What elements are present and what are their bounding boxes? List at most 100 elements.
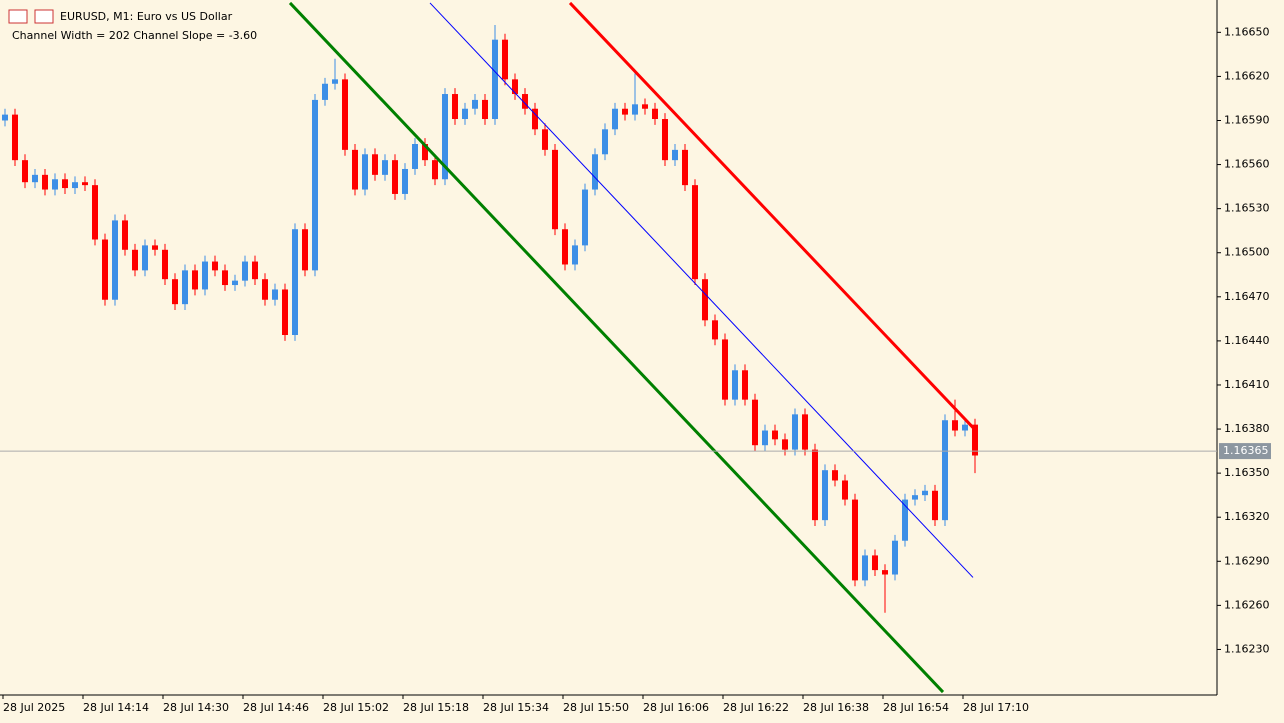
candle-body [392,160,398,194]
candle-body [802,414,808,450]
candle-body [252,261,258,280]
candle-body [672,149,678,161]
candle-body [512,79,518,95]
candle-body [432,160,438,180]
candle-body [622,108,628,115]
candle-body [712,320,718,340]
y-tick-label: 1.16320 [1224,510,1270,523]
current-price-label: 1.16365 [1223,444,1269,457]
candle-body [972,424,978,456]
y-tick-label: 1.16260 [1224,598,1270,611]
candle-body [592,154,598,190]
candle-body [792,414,798,450]
x-tick-label: 28 Jul 15:50 [563,701,629,714]
candle-body [212,261,218,271]
candle-body [262,279,268,300]
candle-body [412,143,418,169]
y-tick-label: 1.16470 [1224,290,1270,303]
channel-line [429,2,974,578]
x-tick-label: 28 Jul 14:30 [163,701,229,714]
candle-body [42,174,48,190]
candle-body [702,279,708,321]
candle-body [82,182,88,186]
candle-body [342,79,348,150]
candle-body [482,99,488,120]
candle-body [402,168,408,194]
candle-body [862,555,868,581]
candle-body [242,261,248,281]
candle-body [102,239,108,300]
candle-body [772,430,778,440]
candle-body [762,430,768,446]
candle-body [272,289,278,300]
candle-body [462,108,468,120]
candle-body [642,104,648,109]
current-price-box [1219,443,1271,460]
candle-body [632,104,638,115]
x-tick-label: 28 Jul 15:34 [483,701,549,714]
y-tick-label: 1.16230 [1224,642,1270,655]
y-tick-label: 1.16620 [1224,69,1270,82]
x-tick-label: 28 Jul 16:38 [803,701,869,714]
candle-body [62,179,68,189]
candle-body [452,94,458,120]
candle-body [532,108,538,130]
candle-body [562,229,568,265]
candle-body [572,245,578,265]
candle-body [832,470,838,481]
x-tick-label: 28 Jul 16:22 [723,701,789,714]
y-tick-label: 1.16590 [1224,113,1270,126]
candle-body [742,370,748,400]
y-tick-label: 1.16650 [1224,25,1270,38]
candle-body [202,261,208,290]
candle-body [302,229,308,271]
candle-body [232,280,238,286]
icon [8,9,28,24]
x-tick-label: 28 Jul 14:14 [83,701,149,714]
candle-body [422,143,428,161]
y-tick-label: 1.16410 [1224,378,1270,391]
candle-body [922,490,928,496]
y-tick-label: 1.16500 [1224,246,1270,259]
y-tick-label: 1.16560 [1224,158,1270,171]
candle-body [682,149,688,186]
candle-body [362,154,368,190]
channel-line [568,1,975,429]
candle-body [842,480,848,500]
candle-body [162,249,168,280]
candle-body [12,114,18,161]
candle-body [752,399,758,446]
candle-body [472,99,478,109]
x-tick-label: 28 Jul 16:06 [643,701,709,714]
candle-body [942,420,948,521]
candle-body [692,185,698,280]
candle-body [22,160,28,183]
candle-body [912,495,918,500]
candle-body [332,79,338,84]
candle-body [732,370,738,400]
candle-body [352,149,358,190]
candle-body [882,570,888,575]
candle-body [822,470,828,521]
candle-body [442,94,448,180]
candle-body [172,279,178,305]
candle-body [52,179,58,190]
candle-body [502,39,508,80]
x-tick-label: 28 Jul 15:18 [403,701,469,714]
candle-body [312,99,318,271]
candle-body [322,83,328,100]
candle-body [612,108,618,130]
symbol-icons [8,9,54,24]
candle-body [852,499,858,581]
candle-body [142,245,148,271]
icon [34,9,54,24]
y-tick-label: 1.16380 [1224,422,1270,435]
x-tick-label: 28 Jul 15:02 [323,701,389,714]
candle-body [152,245,158,250]
y-tick-label: 1.16290 [1224,554,1270,567]
x-tick-label: 28 Jul 2025 [3,701,65,714]
chart-title: EURUSD, M1: Euro vs US Dollar [60,10,233,23]
y-tick-label: 1.16440 [1224,334,1270,347]
